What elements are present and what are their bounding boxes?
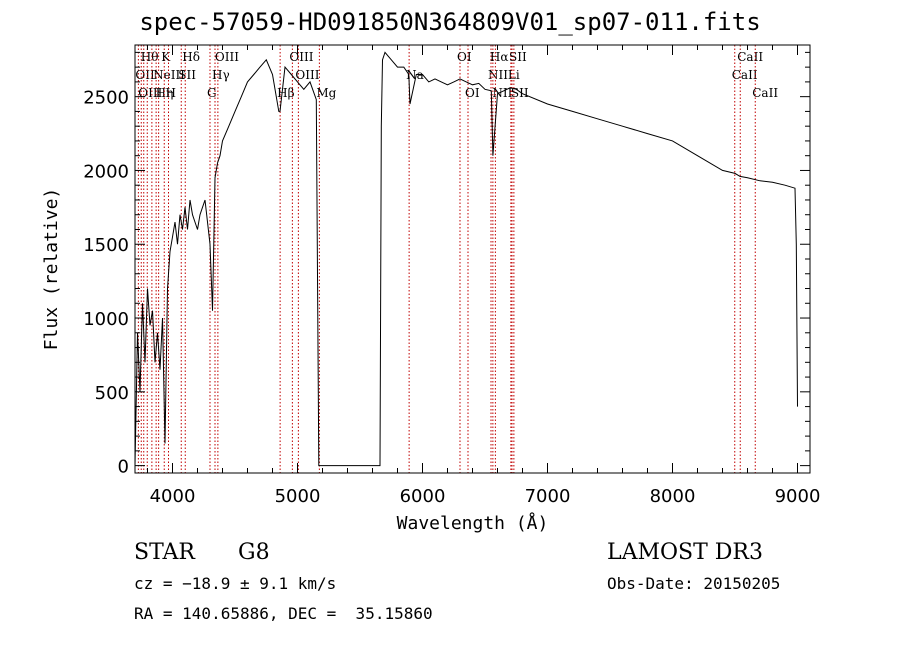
line-label-8: H xyxy=(166,86,176,100)
chart-title: spec-57059-HD091850N364809V01_sp07-011.f… xyxy=(139,8,761,36)
y-tick-label-0: 0 xyxy=(118,457,129,478)
line-label-29: CaII xyxy=(752,86,778,100)
coordinates: RA = 140.65886, DEC = 35.15860 xyxy=(134,604,433,623)
line-label-15: OIII xyxy=(289,50,313,64)
x-tick-label-4: 8000 xyxy=(650,486,696,507)
line-label-27: CaII xyxy=(732,68,758,82)
line-label-22: Hα xyxy=(490,50,509,64)
line-label-6: Hη xyxy=(156,86,174,100)
line-label-9: SII xyxy=(178,68,196,82)
line-label-5: NeIII xyxy=(153,68,185,82)
y-tick-label-5: 2500 xyxy=(83,88,129,109)
spectrum-line-0 xyxy=(134,51,798,467)
line-label-21: NII xyxy=(488,68,508,82)
object-subclass: G8 xyxy=(238,540,270,565)
x-axis-title: Wavelength (Å) xyxy=(397,512,549,534)
x-tick-label-5: 9000 xyxy=(775,486,821,507)
y-tick-label-2: 1000 xyxy=(83,309,129,330)
object-class: STAR xyxy=(134,540,195,565)
line-label-24: Li xyxy=(508,68,520,82)
line-label-12: Hγ xyxy=(212,68,230,82)
line-label-28: CaII xyxy=(737,50,763,64)
obs-date: Obs-Date: 20150205 xyxy=(607,574,781,593)
line-label-11: G xyxy=(207,86,217,100)
line-label-10: Hδ xyxy=(182,50,200,64)
plot-area: OIIOIIIHθNeIIIHηKHSIIHδGHγOIIIHβOIIIOIII… xyxy=(41,44,821,534)
line-label-25: SII xyxy=(509,50,527,64)
survey-name: LAMOST DR3 xyxy=(607,540,763,565)
line-label-0: OII xyxy=(135,68,155,82)
line-label-26: SII xyxy=(511,86,529,100)
y-tick-label-1: 500 xyxy=(95,383,129,404)
x-tick-label-0: 4000 xyxy=(150,486,196,507)
y-axis-title: Flux (relative) xyxy=(41,188,62,351)
line-label-19: OI xyxy=(457,50,472,64)
line-label-7: K xyxy=(161,50,171,64)
line-label-17: Mg xyxy=(316,86,336,100)
y-tick-label-4: 2000 xyxy=(83,161,129,182)
line-label-20: OI xyxy=(465,86,480,100)
redshift-readout: cz = −18.9 ± 9.1 km/s xyxy=(134,574,337,593)
y-tick-label-3: 1500 xyxy=(83,235,129,256)
x-tick-label-1: 5000 xyxy=(275,486,321,507)
line-label-2: Hθ xyxy=(141,50,159,64)
x-tick-label-2: 6000 xyxy=(400,486,446,507)
line-label-13: OIII xyxy=(215,50,239,64)
line-label-18: Na xyxy=(406,68,424,82)
line-label-16: OIII xyxy=(295,68,319,82)
x-tick-label-3: 7000 xyxy=(525,486,571,507)
